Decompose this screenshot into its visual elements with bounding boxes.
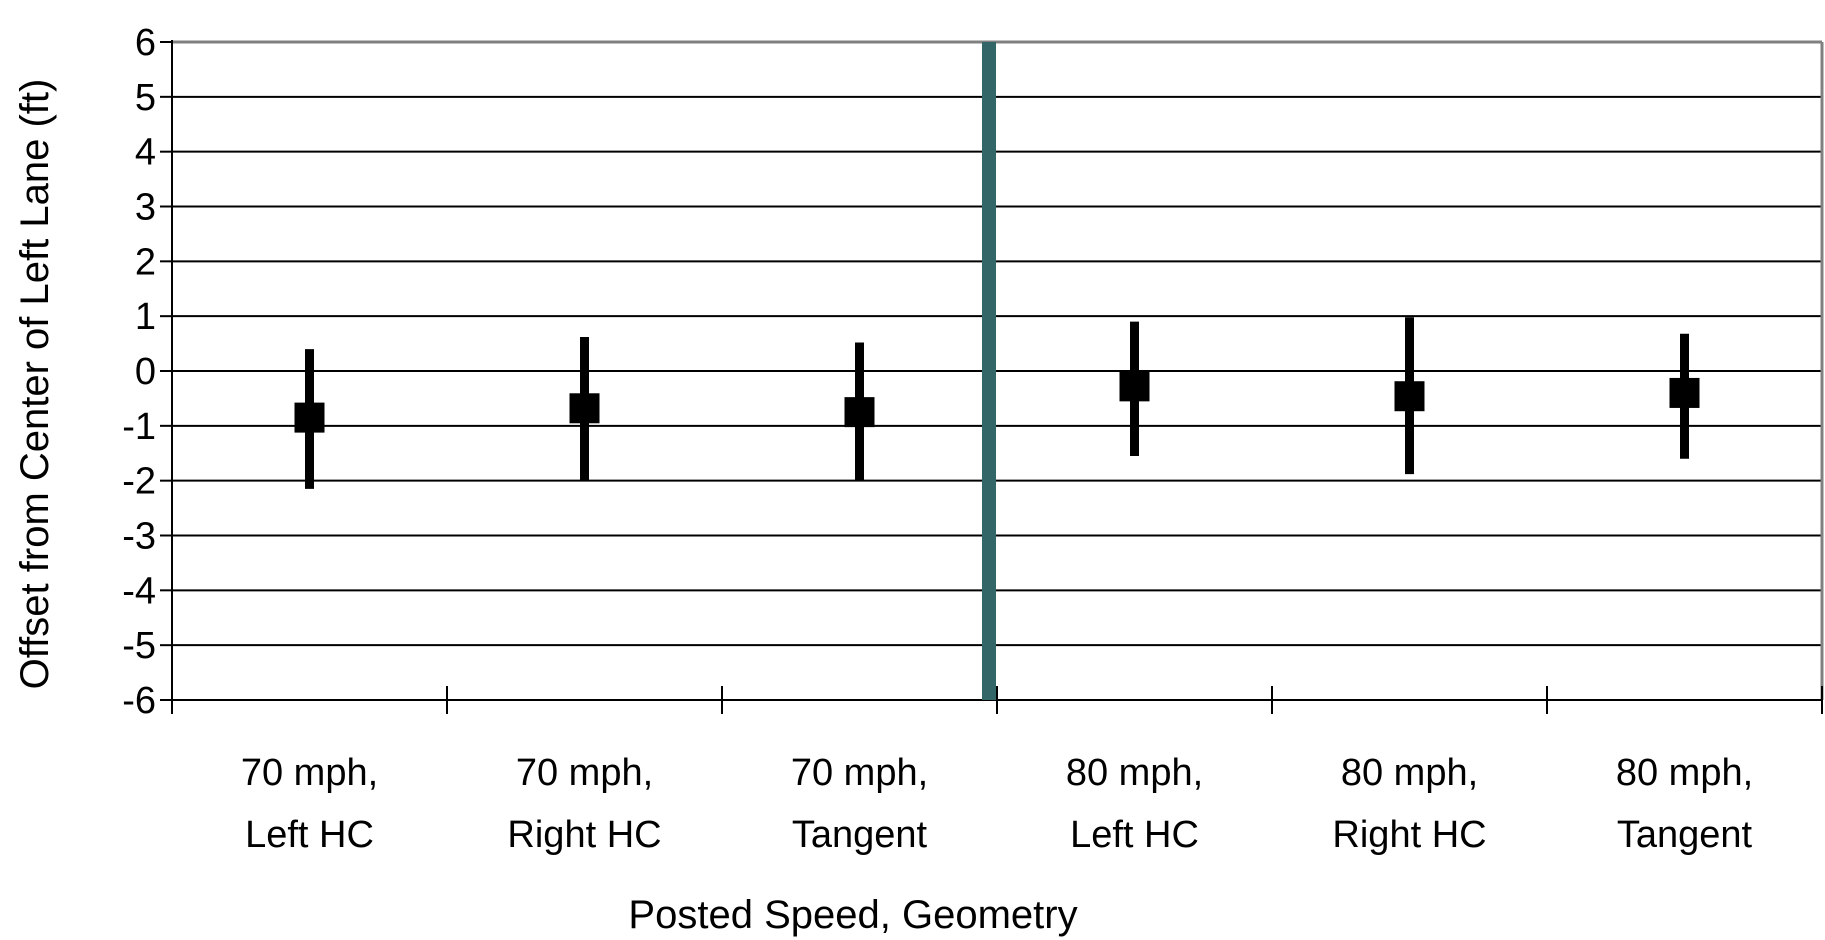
data-point [1394,381,1425,412]
x-category-label: 80 mph, [1616,752,1753,794]
speed-divider [982,42,996,700]
y-tick-label: -6 [122,680,156,722]
y-axis-title: Offset from Center of Left Lane (ft) [13,79,57,690]
y-tick-label: 0 [135,351,156,393]
x-category-label: 70 mph, [516,752,653,794]
data-marks [294,317,1700,489]
data-point [569,393,600,424]
y-tick-label: -4 [122,570,156,612]
data-point [294,402,325,433]
x-category-label: 70 mph, [241,752,378,794]
x-category-label: Tangent [792,814,928,856]
data-point [1119,371,1150,402]
y-tick-label: 2 [135,241,156,283]
data-point [1669,377,1700,408]
x-axis-title: Posted Speed, Geometry [628,893,1077,937]
x-category-label: Left HC [1070,814,1199,856]
x-category-label: Left HC [245,814,374,856]
x-category-label: Right HC [507,814,661,856]
x-category-label: Tangent [1617,814,1753,856]
divider-bar [982,42,996,700]
y-tick-label: 6 [135,22,156,64]
x-category-label: 80 mph, [1341,752,1478,794]
y-tick-label: -2 [122,461,156,503]
y-tick-label: 3 [135,187,156,229]
x-category-label: 70 mph, [791,752,928,794]
y-tick-label: 1 [135,296,156,338]
y-tick-label: 5 [135,77,156,119]
x-category-label: Right HC [1332,814,1486,856]
gridlines [172,95,1822,647]
y-tick-label: -3 [122,516,156,558]
y-tick-label: 4 [135,132,156,174]
x-category-label: 80 mph, [1066,752,1203,794]
y-tick-label: -5 [122,625,156,667]
x-axis: 70 mph, Left HC 70 mph, Right HC 70 mph, Tang… [172,686,1823,856]
data-point [844,397,875,428]
y-tick-label: -1 [122,406,156,448]
plot-frame [172,40,1824,700]
y-axis: 6 5 4 3 2 1 0 -1 -2 -3 -4 -5 -6 [122,22,173,722]
